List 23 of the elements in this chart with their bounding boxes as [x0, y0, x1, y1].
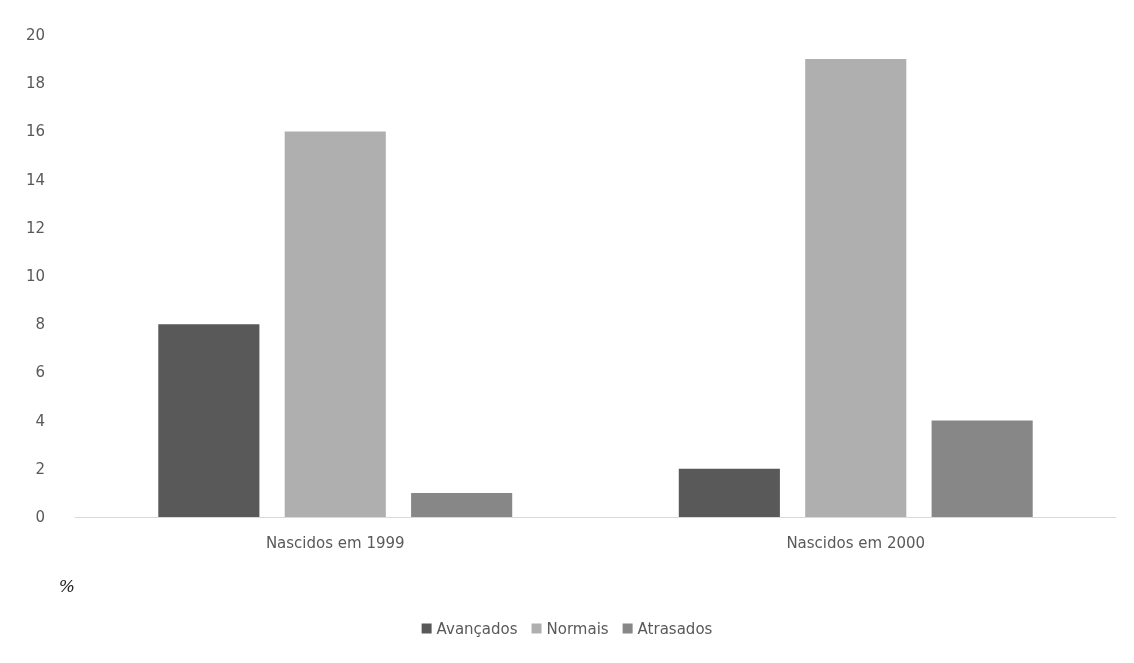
y-tick-label: 10	[25, 267, 45, 285]
y-tick-label: 14	[25, 170, 45, 189]
bar	[678, 468, 780, 517]
y-tick-label: 20	[25, 26, 45, 44]
bar	[411, 492, 513, 517]
bar	[158, 324, 260, 517]
legend-label: Avançados	[436, 619, 518, 638]
y-tick-label: 18	[25, 74, 45, 93]
bar	[284, 131, 386, 517]
y-tick-label: 16	[25, 122, 45, 141]
x-tick-label: Nascidos em 1999	[265, 533, 405, 552]
bar	[931, 420, 1033, 517]
y-tick-label: 12	[25, 218, 45, 237]
y-tick-label: 6	[35, 363, 45, 382]
legend-label: Atrasados	[637, 619, 713, 638]
y-tick-label: 4	[35, 411, 45, 430]
y-tick-label: 8	[35, 315, 45, 334]
y-axis-title: %	[58, 575, 75, 596]
y-tick-label: 0	[35, 508, 45, 526]
y-tick-label: 2	[35, 459, 45, 478]
legend-label: Normais	[546, 619, 609, 638]
x-tick-label: Nascidos em 2000	[786, 533, 926, 552]
bar	[805, 59, 907, 517]
